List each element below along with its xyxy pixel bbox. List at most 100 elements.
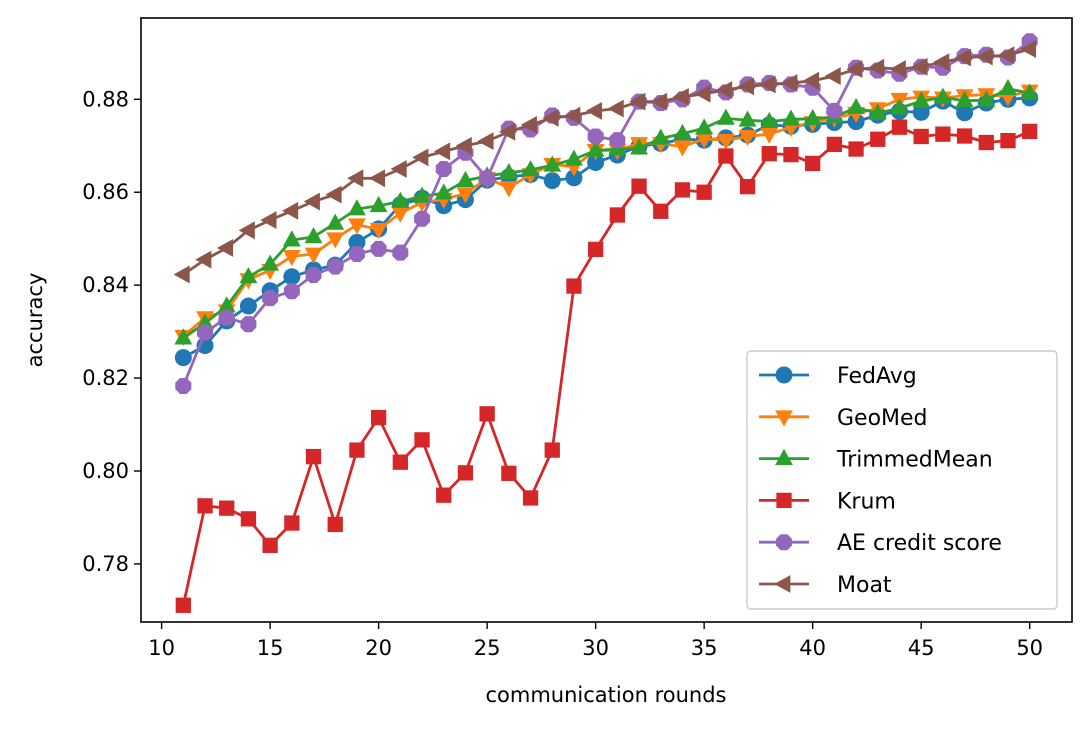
legend-label: AE credit score — [837, 531, 1002, 556]
legend: FedAvg GeoMed TrimmedMean Krum AE credit sco… — [746, 350, 1058, 610]
point-trimmedmean — [977, 90, 996, 107]
point-krum — [848, 141, 864, 157]
point-ae-credit-score — [370, 240, 387, 257]
point-trimmedmean — [738, 110, 757, 127]
point-trimmedmean — [391, 191, 410, 208]
legend-item-trimmedmean: TrimmedMean — [759, 448, 993, 473]
point-fedavg — [543, 172, 561, 190]
point-moat — [868, 58, 885, 77]
point-trimmedmean — [630, 138, 648, 155]
point-krum — [653, 203, 669, 219]
point-geomed — [391, 206, 410, 223]
x-tick-label: 30 — [582, 636, 609, 660]
point-trimmedmean — [521, 160, 540, 177]
x-axis: 10 15 20 25 30 35 40 45 50 — [148, 622, 1043, 660]
point-moat — [433, 142, 451, 161]
legend-box — [746, 350, 1058, 610]
y-tick-label: 0.84 — [82, 273, 129, 297]
point-moat — [499, 122, 516, 141]
point-krum — [718, 148, 734, 164]
point-ae-credit-score — [218, 309, 235, 326]
point-ae-credit-score — [262, 290, 279, 307]
series-line-ae-credit-score — [182, 40, 1031, 387]
point-moat — [976, 47, 993, 66]
point-krum — [349, 442, 365, 458]
point-krum — [935, 126, 951, 142]
point-krum — [587, 241, 604, 258]
point-moat — [846, 60, 863, 79]
point-trimmedmean — [217, 296, 236, 313]
series-line-moat — [182, 47, 1031, 276]
point-krum — [609, 207, 626, 223]
point-krum — [262, 537, 278, 553]
point-geomed — [326, 232, 345, 249]
point-moat — [390, 160, 407, 178]
point-moat — [412, 148, 429, 167]
point-trimmedmean — [239, 267, 258, 284]
y-tick-label: 0.88 — [82, 87, 129, 111]
point-moat — [824, 67, 841, 85]
point-krum — [544, 442, 560, 458]
point-moat — [347, 169, 364, 188]
point-krum — [913, 128, 929, 145]
point-trimmedmean — [782, 109, 800, 126]
legend-item-krum: Krum — [759, 489, 896, 514]
point-ae-credit-score — [327, 258, 344, 275]
point-krum — [739, 179, 756, 195]
point-krum — [327, 516, 343, 533]
legend-label: GeoMed — [837, 406, 928, 431]
legend-label: Krum — [837, 489, 896, 514]
point-trimmedmean — [413, 186, 431, 203]
legend-item-moat: Moat — [759, 573, 892, 598]
point-krum — [436, 487, 452, 503]
series-trimmedmean — [174, 78, 1039, 345]
point-trimmedmean — [912, 91, 931, 108]
point-trimmedmean — [955, 90, 974, 108]
x-tick-label: 25 — [474, 636, 501, 660]
point-moat — [542, 108, 559, 127]
point-fedavg — [283, 268, 301, 286]
point-ae-credit-score — [305, 266, 322, 283]
legend-marker — [775, 534, 793, 551]
point-trimmedmean — [1020, 83, 1039, 100]
point-fedavg — [174, 349, 192, 367]
legend-marker — [775, 410, 793, 427]
legend-item-ae-credit-score: AE credit score — [759, 531, 1002, 556]
point-moat — [802, 71, 820, 90]
point-moat — [759, 75, 776, 94]
point-krum — [284, 515, 300, 531]
point-trimmedmean — [847, 97, 865, 115]
point-krum — [1022, 123, 1038, 140]
point-geomed — [282, 249, 301, 267]
point-trimmedmean — [868, 103, 887, 120]
point-ae-credit-score — [283, 283, 300, 300]
x-tick-label: 15 — [257, 636, 284, 660]
point-trimmedmean — [348, 199, 366, 216]
point-krum — [805, 155, 821, 172]
point-moat — [694, 84, 711, 103]
series-line-krum — [181, 125, 1031, 606]
point-ae-credit-score — [175, 377, 192, 394]
point-krum — [414, 432, 430, 448]
point-trimmedmean — [565, 149, 583, 166]
point-moat — [954, 48, 971, 67]
point-trimmedmean — [695, 118, 714, 135]
series-line-fedavg — [182, 96, 1030, 359]
legend-marker — [775, 366, 793, 384]
y-tick-label: 0.82 — [82, 366, 129, 390]
point-geomed — [369, 223, 388, 240]
y-tick-label: 0.86 — [82, 180, 129, 204]
legend-label: Moat — [837, 573, 892, 598]
point-ae-credit-score — [414, 210, 431, 227]
x-tick-label: 10 — [148, 636, 175, 660]
legend-item-geomed: GeoMed — [759, 406, 928, 431]
point-moat — [238, 221, 255, 240]
point-geomed — [348, 218, 366, 235]
point-krum — [175, 597, 191, 613]
point-moat — [716, 81, 733, 99]
point-geomed — [760, 127, 779, 144]
point-ae-credit-score — [240, 316, 257, 333]
point-ae-credit-score — [587, 128, 604, 145]
point-krum — [479, 406, 495, 422]
point-moat — [303, 192, 320, 211]
